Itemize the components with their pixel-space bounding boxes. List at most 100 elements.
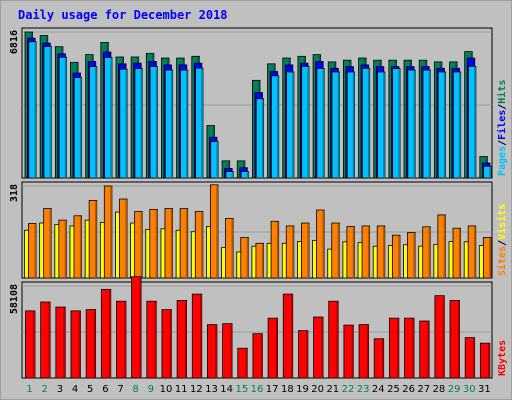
bar-pages <box>392 68 401 179</box>
bar-kbytes <box>388 317 400 379</box>
bar-pages <box>180 69 189 179</box>
x-tick-label: 31 <box>478 384 491 395</box>
x-tick-label: 21 <box>326 384 339 395</box>
bar-kbytes <box>343 324 354 379</box>
bar-kbytes <box>237 347 248 379</box>
bar-sites <box>301 222 310 279</box>
bar-pages <box>361 67 371 179</box>
bar-sites <box>407 232 416 279</box>
bar-sites <box>179 208 189 279</box>
bar-pages <box>240 171 249 179</box>
bar-kbytes <box>207 324 218 379</box>
bar-kbytes <box>464 337 476 379</box>
x-tick-label: 18 <box>281 384 294 395</box>
bar-sites <box>58 219 67 279</box>
x-tick-label: 8 <box>133 384 139 395</box>
legend-pages: Pages <box>497 146 508 176</box>
panel-legend: Pages/Files/Hits <box>496 80 508 176</box>
x-tick-label: 23 <box>357 384 370 395</box>
bar-pages <box>28 41 37 179</box>
bar-kbytes <box>116 300 127 379</box>
bar-kbytes <box>222 323 233 379</box>
bar-sites <box>43 208 52 279</box>
bar-pages <box>210 141 219 179</box>
bar-pages <box>407 69 416 179</box>
bar-group <box>24 31 492 179</box>
legend-sep: / <box>497 240 508 246</box>
bar-pages <box>119 68 128 179</box>
bar-pages <box>134 68 143 179</box>
x-tick-label: 6 <box>102 384 108 395</box>
bar-pages <box>331 71 340 179</box>
bar-sites <box>210 184 219 279</box>
bar-kbytes <box>25 310 36 379</box>
x-tick-label: 30 <box>463 384 476 395</box>
x-tick-label: 24 <box>372 384 385 395</box>
bar-sites <box>331 222 340 279</box>
bar-sites <box>119 198 128 279</box>
bar-pages <box>437 71 446 179</box>
y-max-label: 58108 <box>9 284 20 314</box>
legend-hits: Hits <box>496 80 508 104</box>
bar-sites <box>134 211 143 279</box>
y-max-label: 318 <box>9 184 20 202</box>
bar-sites <box>28 223 37 279</box>
bar-sites <box>452 227 462 279</box>
x-tick-label: 28 <box>433 384 446 395</box>
legend-sites: Sites <box>496 246 508 276</box>
x-tick-label: 25 <box>387 384 400 395</box>
bar-sites <box>164 208 173 279</box>
legend-visits: Visits <box>496 204 508 240</box>
bar-sites <box>240 237 249 279</box>
bar-pages <box>149 66 158 179</box>
bar-pages <box>89 66 98 179</box>
legend-sep: / <box>497 104 508 110</box>
bar-pages <box>164 69 174 179</box>
bar-pages <box>104 57 113 179</box>
bar-pages <box>346 71 355 179</box>
bar-kbytes <box>267 317 278 379</box>
bar-kbytes <box>70 310 81 379</box>
bar-sites <box>467 225 477 279</box>
bar-kbytes <box>282 293 294 379</box>
x-tick-label: 15 <box>235 384 248 395</box>
x-tick-label: 17 <box>266 384 279 395</box>
bar-sites <box>391 234 401 279</box>
bar-pages <box>422 69 431 179</box>
bar-sites <box>376 225 386 279</box>
bar-pages <box>225 171 234 179</box>
bar-sites <box>361 225 371 279</box>
bar-sites <box>194 211 204 279</box>
panel-legend: KBytes <box>497 340 508 376</box>
bar-kbytes <box>131 276 142 379</box>
x-tick-label: 20 <box>311 384 324 395</box>
bar-sites <box>346 226 355 279</box>
bar-kbytes <box>373 338 385 379</box>
bar-sites <box>255 242 264 279</box>
x-tick-label: 14 <box>220 384 233 395</box>
bar-pages <box>377 71 386 179</box>
bar-group <box>25 276 491 379</box>
y-max-label: 6816 <box>9 30 20 54</box>
bar-pages <box>255 98 265 179</box>
bar-sites <box>422 226 431 279</box>
panel-legend: Sites/Visits <box>496 204 508 276</box>
bar-sites <box>149 209 158 279</box>
x-tick-label: 13 <box>205 384 218 395</box>
bar-pages <box>452 71 462 179</box>
bar-pages <box>468 66 477 179</box>
bar-kbytes <box>191 293 203 379</box>
bar-kbytes <box>252 333 263 379</box>
bar-kbytes <box>434 295 445 379</box>
bar-pages <box>286 71 295 179</box>
x-tick-label: 22 <box>342 384 355 395</box>
x-tick-label: 29 <box>448 384 461 395</box>
bar-pages <box>73 77 83 179</box>
x-tick-label: 10 <box>160 384 173 395</box>
x-tick-label: 4 <box>72 384 78 395</box>
x-tick-label: 5 <box>87 384 93 395</box>
x-tick-label: 19 <box>296 384 309 395</box>
bar-kbytes <box>146 300 157 379</box>
bar-sites <box>316 209 325 279</box>
